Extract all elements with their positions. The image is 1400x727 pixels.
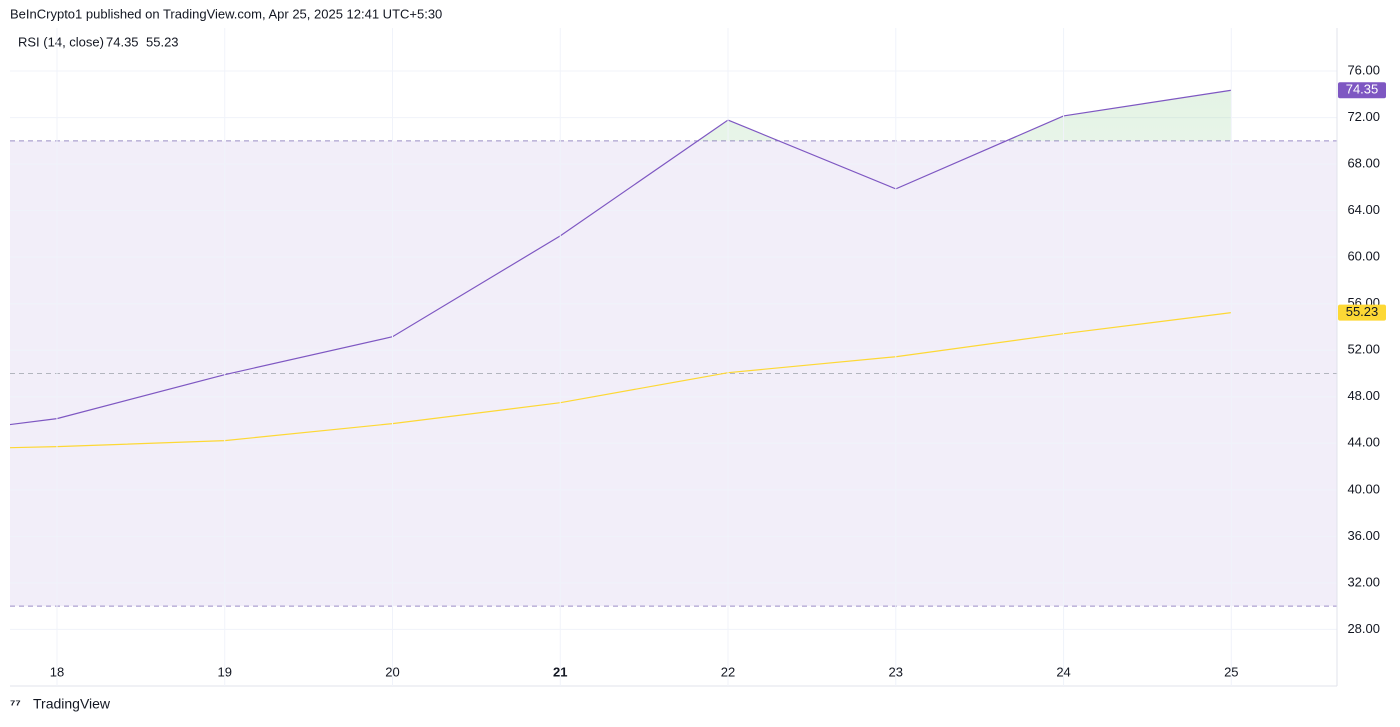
y-tick-label: 44.00: [1347, 435, 1380, 450]
y-tick-label: 28.00: [1347, 621, 1380, 636]
y-tick-label: 60.00: [1347, 249, 1380, 264]
legend-label: RSI (14, close): [18, 34, 104, 49]
value-badge: [1338, 304, 1386, 321]
legend-value: 74.35: [106, 34, 139, 49]
value-badge: [1338, 82, 1386, 99]
y-tick-label: 36.00: [1347, 528, 1380, 543]
x-tick-label: 21: [553, 664, 567, 679]
legend-value: 55.23: [146, 34, 179, 49]
y-tick-label: 48.00: [1347, 388, 1380, 403]
overbought-fill: [697, 90, 1232, 141]
y-tick-label: 64.00: [1347, 202, 1380, 217]
value-badge-label: 74.35: [1346, 82, 1379, 97]
value-badge-label: 55.23: [1346, 304, 1379, 319]
x-tick-label: 22: [721, 664, 735, 679]
plot-area: [10, 70, 1337, 630]
logo-mark: ⁷⁷: [10, 696, 21, 711]
y-tick-label: 52.00: [1347, 342, 1380, 357]
y-tick-label: 76.00: [1347, 62, 1380, 77]
x-tick-label: 20: [385, 664, 399, 679]
y-tick-label: 68.00: [1347, 156, 1380, 171]
y-tick-label: 40.00: [1347, 481, 1380, 496]
header-text: BeInCrypto1 published on TradingView.com…: [10, 6, 442, 21]
x-tick-label: 19: [218, 664, 232, 679]
y-tick-label: 32.00: [1347, 574, 1380, 589]
x-tick-label: 18: [50, 664, 64, 679]
x-tick-label: 23: [889, 664, 903, 679]
footer-brand: TradingView: [33, 696, 111, 712]
y-tick-label: 72.00: [1347, 109, 1380, 124]
x-tick-label: 24: [1056, 664, 1070, 679]
x-tick-label: 25: [1224, 664, 1238, 679]
